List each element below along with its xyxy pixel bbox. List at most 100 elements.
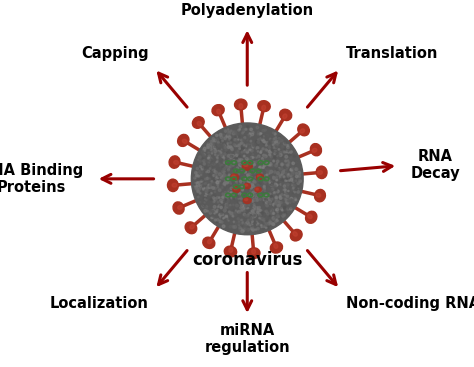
Ellipse shape: [270, 203, 272, 205]
Ellipse shape: [269, 170, 272, 173]
Ellipse shape: [232, 132, 235, 135]
Ellipse shape: [199, 166, 201, 168]
Ellipse shape: [228, 215, 230, 218]
Ellipse shape: [272, 181, 274, 184]
Ellipse shape: [210, 143, 212, 146]
Ellipse shape: [272, 141, 274, 142]
Ellipse shape: [246, 221, 249, 224]
Ellipse shape: [269, 150, 272, 153]
Ellipse shape: [274, 148, 276, 149]
Ellipse shape: [244, 171, 245, 172]
Ellipse shape: [269, 181, 272, 184]
Ellipse shape: [218, 175, 221, 177]
Ellipse shape: [220, 177, 222, 179]
Ellipse shape: [270, 209, 273, 212]
Ellipse shape: [252, 154, 254, 155]
Ellipse shape: [235, 197, 237, 199]
Ellipse shape: [252, 131, 253, 132]
Ellipse shape: [222, 202, 224, 204]
Ellipse shape: [242, 161, 244, 163]
Ellipse shape: [290, 202, 291, 203]
Ellipse shape: [228, 131, 230, 133]
Ellipse shape: [247, 248, 260, 259]
Ellipse shape: [244, 228, 246, 230]
Ellipse shape: [254, 214, 256, 217]
Ellipse shape: [264, 216, 265, 218]
Ellipse shape: [284, 191, 286, 193]
Ellipse shape: [273, 212, 274, 214]
Ellipse shape: [273, 221, 275, 222]
Ellipse shape: [247, 178, 248, 180]
Ellipse shape: [194, 177, 195, 178]
Ellipse shape: [221, 178, 223, 180]
Ellipse shape: [227, 151, 229, 153]
Ellipse shape: [220, 213, 222, 215]
Ellipse shape: [249, 142, 251, 145]
Ellipse shape: [219, 189, 221, 192]
Ellipse shape: [197, 167, 200, 169]
Ellipse shape: [226, 210, 228, 212]
Ellipse shape: [194, 171, 197, 174]
Ellipse shape: [231, 218, 233, 219]
Ellipse shape: [277, 201, 280, 203]
Ellipse shape: [290, 200, 292, 201]
Ellipse shape: [211, 153, 213, 154]
Ellipse shape: [246, 137, 249, 139]
Ellipse shape: [259, 198, 261, 200]
Ellipse shape: [266, 142, 268, 144]
Ellipse shape: [265, 208, 268, 210]
Ellipse shape: [239, 228, 242, 231]
Ellipse shape: [244, 187, 246, 189]
Ellipse shape: [269, 173, 270, 174]
Ellipse shape: [207, 185, 209, 186]
Ellipse shape: [289, 180, 290, 181]
Ellipse shape: [276, 191, 277, 193]
Ellipse shape: [212, 138, 214, 140]
Ellipse shape: [270, 156, 272, 157]
Ellipse shape: [316, 193, 323, 201]
Ellipse shape: [257, 212, 259, 214]
Ellipse shape: [316, 193, 321, 197]
Ellipse shape: [271, 201, 272, 202]
Ellipse shape: [267, 222, 270, 225]
Ellipse shape: [256, 221, 257, 222]
Ellipse shape: [213, 168, 215, 170]
Ellipse shape: [224, 160, 227, 163]
Ellipse shape: [203, 160, 204, 161]
Ellipse shape: [218, 172, 220, 175]
Ellipse shape: [214, 175, 216, 177]
Ellipse shape: [205, 178, 207, 180]
Ellipse shape: [246, 128, 248, 130]
Ellipse shape: [276, 201, 277, 202]
Ellipse shape: [276, 176, 278, 178]
Ellipse shape: [201, 168, 203, 170]
Ellipse shape: [289, 154, 291, 156]
Ellipse shape: [235, 210, 237, 211]
Ellipse shape: [272, 132, 274, 134]
Ellipse shape: [209, 158, 212, 161]
Ellipse shape: [247, 193, 249, 195]
Ellipse shape: [297, 186, 299, 188]
Ellipse shape: [236, 160, 237, 162]
Ellipse shape: [275, 184, 277, 186]
Ellipse shape: [250, 218, 252, 221]
Ellipse shape: [277, 205, 278, 206]
Ellipse shape: [297, 181, 299, 182]
Ellipse shape: [286, 164, 289, 166]
Ellipse shape: [213, 107, 220, 114]
Ellipse shape: [216, 221, 218, 223]
Ellipse shape: [236, 140, 238, 142]
Ellipse shape: [266, 219, 268, 221]
Ellipse shape: [230, 139, 232, 141]
Ellipse shape: [210, 199, 212, 200]
Ellipse shape: [264, 222, 265, 224]
Ellipse shape: [240, 204, 242, 207]
Ellipse shape: [244, 207, 246, 209]
Ellipse shape: [258, 184, 259, 185]
Ellipse shape: [249, 182, 250, 184]
Ellipse shape: [226, 152, 229, 155]
Ellipse shape: [259, 223, 262, 226]
Ellipse shape: [244, 181, 245, 182]
Ellipse shape: [221, 170, 224, 173]
Ellipse shape: [318, 170, 325, 177]
